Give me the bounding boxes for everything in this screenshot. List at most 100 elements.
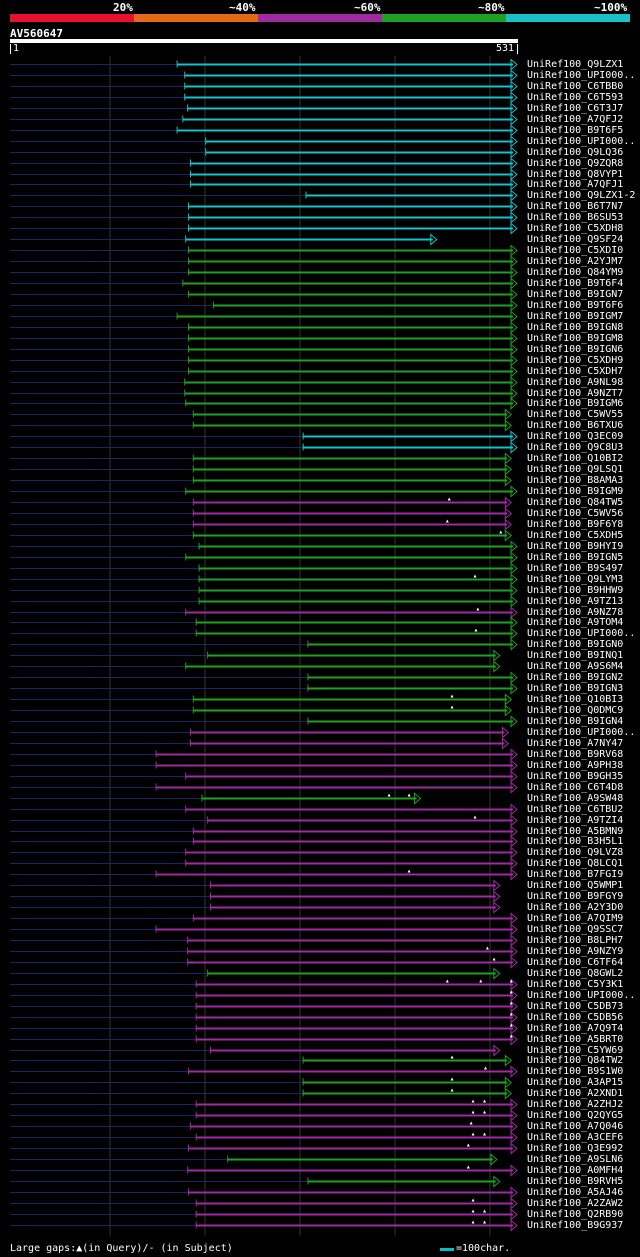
- hit-label[interactable]: UniRef100_B9IGM8: [527, 332, 624, 344]
- hit-label[interactable]: UniRef100_A9TZI4: [527, 814, 624, 826]
- hit-label[interactable]: UniRef100_A9S6M4: [527, 660, 624, 672]
- hit-label[interactable]: UniRef100_B9HHW9: [527, 584, 624, 596]
- hit-label[interactable]: UniRef100_B8AMA3: [527, 474, 624, 486]
- hit-label[interactable]: UniRef100_B9RV68: [527, 748, 624, 760]
- hit-label[interactable]: UniRef100_C5DB56: [527, 1011, 624, 1023]
- hit-label[interactable]: UniRef100_B9IGN5: [527, 551, 624, 563]
- hit-label[interactable]: UniRef100_C6TBB0: [527, 80, 624, 92]
- hit-label[interactable]: UniRef100_A7NY47: [527, 737, 624, 749]
- hit-label[interactable]: UniRef100_A2ZAW2: [527, 1197, 624, 1209]
- hit-label[interactable]: UniRef100_B9S497: [527, 562, 624, 574]
- hit-label[interactable]: UniRef100_C5YW69: [527, 1044, 624, 1056]
- hit-label[interactable]: UniRef100_Q3E992: [527, 1142, 624, 1154]
- hit-label[interactable]: UniRef100_B9T6F5: [527, 124, 624, 136]
- hit-label[interactable]: UniRef100_A9NZ78: [527, 606, 624, 618]
- hit-label[interactable]: UniRef100_B6TXU6: [527, 419, 624, 431]
- hit-label[interactable]: UniRef100_Q84YM9: [527, 266, 624, 278]
- hit-label[interactable]: UniRef100_C5WV55: [527, 408, 624, 420]
- hit-label[interactable]: UniRef100_B9IGN3: [527, 682, 624, 694]
- hit-label[interactable]: UniRef100_B9IGM9: [527, 485, 624, 497]
- hit-label[interactable]: UniRef100_UPI000..: [527, 135, 636, 147]
- hit-label[interactable]: UniRef100_B6SU53: [527, 211, 624, 223]
- hit-label[interactable]: UniRef100_B9GH35: [527, 770, 624, 782]
- hit-label[interactable]: UniRef100_A9NL98: [527, 376, 624, 388]
- hit-label[interactable]: UniRef100_C5XDH9: [527, 354, 624, 366]
- hit-label[interactable]: UniRef100_B9IGN0: [527, 638, 624, 650]
- hit-label[interactable]: UniRef100_A9PH38: [527, 759, 624, 771]
- hit-label[interactable]: UniRef100_Q9LZX1-2: [527, 189, 636, 201]
- hit-label[interactable]: UniRef100_A2Y3D0: [527, 901, 624, 913]
- hit-label[interactable]: UniRef100_Q9LSQ1: [527, 463, 624, 475]
- hit-label[interactable]: UniRef100_A2XND1: [527, 1087, 624, 1099]
- hit-label[interactable]: UniRef100_Q0DMC9: [527, 704, 624, 716]
- hit-label[interactable]: UniRef100_B9S1W0: [527, 1065, 624, 1077]
- hit-label[interactable]: UniRef100_Q10BI2: [527, 452, 624, 464]
- hit-label[interactable]: UniRef100_A9SLN6: [527, 1153, 624, 1165]
- hit-label[interactable]: UniRef100_B9G937: [527, 1219, 624, 1231]
- hit-label[interactable]: UniRef100_B9IGN6: [527, 343, 624, 355]
- hit-label[interactable]: UniRef100_C6T3J7: [527, 102, 624, 114]
- hit-label[interactable]: UniRef100_A3CEF6: [527, 1131, 624, 1143]
- hit-label[interactable]: UniRef100_A5BRT0: [527, 1033, 624, 1045]
- hit-label[interactable]: UniRef100_UPI000..: [527, 69, 636, 81]
- hit-label[interactable]: UniRef100_B9F6Y8: [527, 518, 624, 530]
- hit-label[interactable]: UniRef100_Q3EC09: [527, 430, 624, 442]
- hit-label[interactable]: UniRef100_Q9LZX1: [527, 58, 624, 70]
- hit-label[interactable]: UniRef100_A9TOM4: [527, 616, 624, 628]
- hit-label[interactable]: UniRef100_A2ZHJ2: [527, 1098, 624, 1110]
- hit-label[interactable]: UniRef100_C5DB73: [527, 1000, 624, 1012]
- hit-label[interactable]: UniRef100_UPI000..: [527, 627, 636, 639]
- hit-label[interactable]: UniRef100_B9IGN8: [527, 321, 624, 333]
- hit-label[interactable]: UniRef100_A5BMN9: [527, 825, 624, 837]
- hit-label[interactable]: UniRef100_A7QFJ2: [527, 113, 624, 125]
- hit-label[interactable]: UniRef100_B9HYI9: [527, 540, 624, 552]
- hit-label[interactable]: UniRef100_C6TF64: [527, 956, 624, 968]
- hit-label[interactable]: UniRef100_A2YJM7: [527, 255, 624, 267]
- hit-label[interactable]: UniRef100_Q2RB90: [527, 1208, 624, 1220]
- hit-label[interactable]: UniRef100_B9RVH5: [527, 1175, 624, 1187]
- hit-label[interactable]: UniRef100_C5XDI0: [527, 244, 624, 256]
- hit-label[interactable]: UniRef100_Q10BI3: [527, 693, 624, 705]
- hit-label[interactable]: UniRef100_B9T6F6: [527, 299, 624, 311]
- hit-label[interactable]: UniRef100_Q9C8U3: [527, 441, 624, 453]
- hit-label[interactable]: UniRef100_Q8VYP1: [527, 168, 624, 180]
- hit-label[interactable]: UniRef100_B9INQ1: [527, 649, 624, 661]
- hit-label[interactable]: UniRef100_B3H5L1: [527, 835, 624, 847]
- hit-label[interactable]: UniRef100_Q9LQ36: [527, 146, 624, 158]
- hit-label[interactable]: UniRef100_A9SW48: [527, 792, 624, 804]
- hit-label[interactable]: UniRef100_B9FGY9: [527, 890, 624, 902]
- hit-label[interactable]: UniRef100_Q84TW5: [527, 496, 624, 508]
- hit-label[interactable]: UniRef100_B9IGN7: [527, 288, 624, 300]
- hit-label[interactable]: UniRef100_A7Q046: [527, 1120, 624, 1132]
- hit-label[interactable]: UniRef100_Q9SSC7: [527, 923, 624, 935]
- hit-label[interactable]: UniRef100_C5Y3K1: [527, 978, 624, 990]
- hit-label[interactable]: UniRef100_A0MFH4: [527, 1164, 624, 1176]
- hit-label[interactable]: UniRef100_B7FGI9: [527, 868, 624, 880]
- hit-label[interactable]: UniRef100_A3AP15: [527, 1076, 624, 1088]
- hit-label[interactable]: UniRef100_B9IGN2: [527, 671, 624, 683]
- hit-label[interactable]: UniRef100_UPI000..: [527, 726, 636, 738]
- hit-label[interactable]: UniRef100_C5WV56: [527, 507, 624, 519]
- hit-label[interactable]: UniRef100_Q8GWL2: [527, 967, 624, 979]
- hit-label[interactable]: UniRef100_B9T6F4: [527, 277, 624, 289]
- hit-label[interactable]: UniRef100_A9TZ13: [527, 595, 624, 607]
- hit-label[interactable]: UniRef100_B9IGM6: [527, 397, 624, 409]
- hit-label[interactable]: UniRef100_Q8LCQ1: [527, 857, 624, 869]
- hit-label[interactable]: UniRef100_A9NZT7: [527, 387, 624, 399]
- hit-label[interactable]: UniRef100_A5AJ46: [527, 1186, 624, 1198]
- hit-label[interactable]: UniRef100_Q9ZQR8: [527, 157, 624, 169]
- hit-label[interactable]: UniRef100_Q2QYG5: [527, 1109, 624, 1121]
- hit-label[interactable]: UniRef100_UPI000..: [527, 989, 636, 1001]
- hit-label[interactable]: UniRef100_B6T7N7: [527, 200, 624, 212]
- hit-label[interactable]: UniRef100_C6T593: [527, 91, 624, 103]
- hit-label[interactable]: UniRef100_Q5WMP1: [527, 879, 624, 891]
- hit-label[interactable]: UniRef100_B9IGM7: [527, 310, 624, 322]
- hit-label[interactable]: UniRef100_C6TBU2: [527, 803, 624, 815]
- hit-label[interactable]: UniRef100_Q84TW2: [527, 1054, 624, 1066]
- hit-label[interactable]: UniRef100_A7QFJ1: [527, 178, 624, 190]
- hit-label[interactable]: UniRef100_C5XDH7: [527, 365, 624, 377]
- hit-label[interactable]: UniRef100_A9NZY9: [527, 945, 624, 957]
- hit-label[interactable]: UniRef100_A7Q9T4: [527, 1022, 624, 1034]
- hit-label[interactable]: UniRef100_B9IGN4: [527, 715, 624, 727]
- hit-label[interactable]: UniRef100_C5XDH5: [527, 529, 624, 541]
